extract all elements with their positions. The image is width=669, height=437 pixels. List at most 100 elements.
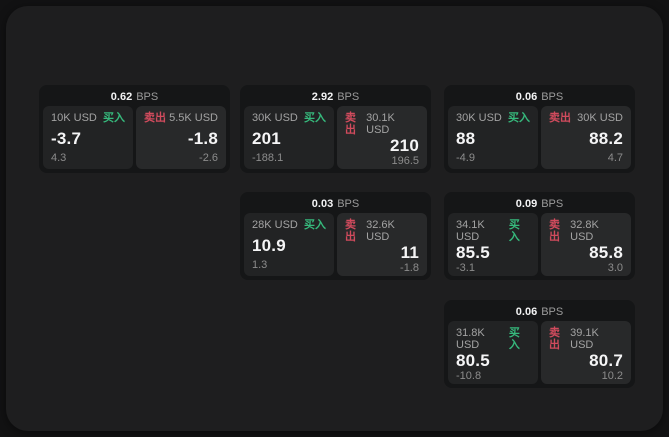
buy-side-label: 买入 [103, 112, 125, 124]
buy-price: 10.9 [252, 235, 286, 255]
sell-size-label: 32.8K USD [570, 219, 599, 243]
sell-price: 88.2 [589, 128, 623, 148]
buy-quote-button[interactable]: 28K USD 买入 10.9 1.3 [244, 213, 334, 276]
buy-quote-button[interactable]: 34.1K USD 买入 85.5 -3.1 [448, 213, 538, 276]
sell-quote-button[interactable]: 卖出 32.8K USD 85.8 3.0 [541, 213, 631, 276]
card-header: 0.09 BPS [444, 192, 635, 213]
buy-price: -3.7 [51, 128, 82, 148]
card-body: 34.1K USD 买入 85.5 -3.1 卖出 32.8K USD 85.8… [444, 213, 635, 276]
bps-value: 0.06 [515, 90, 538, 103]
card-body: 10K USD 买入 -3.7 4.3 卖出 5.5K USD -1.8 -2.… [39, 106, 230, 169]
quote-card: 0.09 BPS 34.1K USD 买入 85.5 -3.1 卖出 32.8K… [444, 192, 635, 280]
bps-unit-label: BPS [541, 305, 564, 318]
bps-value: 0.03 [311, 197, 334, 210]
sell-top-row: 卖出 39.1K USD [549, 327, 623, 351]
bps-unit-label: BPS [541, 197, 564, 210]
buy-size-label: 30K USD [252, 112, 298, 124]
buy-top-row: 10K USD 买入 [51, 112, 125, 124]
sell-size-label: 30.1K USD [366, 112, 395, 136]
buy-side-label: 买入 [304, 112, 326, 124]
sell-side-label: 卖出 [345, 219, 356, 243]
sell-price: -1.8 [187, 128, 218, 148]
buy-size-label: 28K USD [252, 219, 298, 231]
card-header: 2.92 BPS [240, 85, 431, 106]
sell-quote-button[interactable]: 卖出 5.5K USD -1.8 -2.6 [136, 106, 226, 169]
sell-top-row: 卖出 32.6K USD [345, 219, 419, 243]
card-body: 30K USD 买入 201 -188.1 卖出 30.1K USD 210 1… [240, 106, 431, 169]
sell-side-label: 卖出 [549, 219, 560, 243]
buy-delta: 4.3 [51, 152, 67, 164]
quote-card: 0.62 BPS 10K USD 买入 -3.7 4.3 卖出 5.5K USD… [39, 85, 230, 173]
bps-value: 2.92 [311, 90, 334, 103]
sell-delta: 3.0 [607, 262, 623, 274]
bps-value: 0.09 [515, 197, 538, 210]
sell-top-row: 卖出 5.5K USD [144, 112, 218, 124]
buy-side-label: 买入 [508, 112, 530, 124]
bps-unit-label: BPS [541, 90, 564, 103]
buy-quote-button[interactable]: 10K USD 买入 -3.7 4.3 [43, 106, 133, 169]
sell-side-label: 卖出 [549, 112, 571, 124]
quote-card: 0.06 BPS 31.8K USD 买入 80.5 -10.8 卖出 39.1… [444, 300, 635, 388]
buy-top-row: 28K USD 买入 [252, 219, 326, 231]
sell-quote-button[interactable]: 卖出 30.1K USD 210 196.5 [337, 106, 427, 169]
buy-size-label: 10K USD [51, 112, 97, 124]
sell-side-label: 卖出 [345, 112, 356, 136]
sell-top-row: 卖出 32.8K USD [549, 219, 623, 243]
bps-unit-label: BPS [136, 90, 159, 103]
quote-card: 2.92 BPS 30K USD 买入 201 -188.1 卖出 30.1K … [240, 85, 431, 173]
card-body: 30K USD 买入 88 -4.9 卖出 30K USD 88.2 4.7 [444, 106, 635, 169]
card-header: 0.03 BPS [240, 192, 431, 213]
sell-delta: -2.6 [199, 152, 218, 164]
buy-price: 80.5 [456, 351, 490, 370]
buy-price: 201 [252, 128, 281, 148]
sell-price: 210 [390, 136, 419, 155]
sell-side-label: 卖出 [144, 112, 166, 124]
sell-quote-button[interactable]: 卖出 39.1K USD 80.7 10.2 [541, 321, 631, 384]
buy-side-label: 买入 [304, 219, 326, 231]
sell-size-label: 32.6K USD [366, 219, 395, 243]
buy-top-row: 31.8K USD 买入 [456, 327, 530, 351]
sell-delta: 196.5 [391, 155, 419, 167]
buy-delta: -3.1 [456, 262, 475, 274]
buy-top-row: 30K USD 买入 [252, 112, 326, 124]
buy-quote-button[interactable]: 31.8K USD 买入 80.5 -10.8 [448, 321, 538, 384]
bps-unit-label: BPS [337, 90, 360, 103]
buy-delta: -4.9 [456, 152, 475, 164]
quote-card: 0.06 BPS 30K USD 买入 88 -4.9 卖出 30K USD 8… [444, 85, 635, 173]
sell-size-label: 5.5K USD [169, 112, 218, 124]
sell-size-label: 30K USD [577, 112, 623, 124]
buy-size-label: 34.1K USD [456, 219, 485, 243]
buy-delta: 1.3 [252, 259, 268, 271]
buy-quote-button[interactable]: 30K USD 买入 88 -4.9 [448, 106, 538, 169]
card-header: 0.62 BPS [39, 85, 230, 106]
quote-card: 0.03 BPS 28K USD 买入 10.9 1.3 卖出 32.6K US… [240, 192, 431, 280]
sell-size-label: 39.1K USD [570, 327, 599, 351]
bps-unit-label: BPS [337, 197, 360, 210]
buy-delta: -188.1 [252, 152, 284, 164]
quotes-panel: 0.62 BPS 10K USD 买入 -3.7 4.3 卖出 5.5K USD… [6, 6, 663, 431]
sell-price: 80.7 [589, 351, 623, 370]
sell-quote-button[interactable]: 卖出 32.6K USD 11 -1.8 [337, 213, 427, 276]
card-header: 0.06 BPS [444, 300, 635, 321]
buy-quote-button[interactable]: 30K USD 买入 201 -188.1 [244, 106, 334, 169]
sell-price: 85.8 [589, 243, 623, 262]
sell-top-row: 卖出 30K USD [549, 112, 623, 124]
card-body: 28K USD 买入 10.9 1.3 卖出 32.6K USD 11 -1.8 [240, 213, 431, 276]
card-header: 0.06 BPS [444, 85, 635, 106]
buy-side-label: 买入 [508, 219, 520, 243]
buy-price: 88 [456, 128, 476, 148]
buy-price: 85.5 [456, 243, 490, 262]
sell-delta: 10.2 [601, 370, 623, 382]
sell-quote-button[interactable]: 卖出 30K USD 88.2 4.7 [541, 106, 631, 169]
bps-value: 0.06 [515, 305, 538, 318]
sell-delta: 4.7 [607, 152, 623, 164]
buy-top-row: 30K USD 买入 [456, 112, 530, 124]
buy-size-label: 31.8K USD [456, 327, 485, 351]
buy-size-label: 30K USD [456, 112, 502, 124]
buy-top-row: 34.1K USD 买入 [456, 219, 530, 243]
bps-value: 0.62 [110, 90, 133, 103]
sell-side-label: 卖出 [549, 327, 560, 351]
card-body: 31.8K USD 买入 80.5 -10.8 卖出 39.1K USD 80.… [444, 321, 635, 384]
sell-delta: -1.8 [400, 262, 419, 274]
sell-top-row: 卖出 30.1K USD [345, 112, 419, 136]
